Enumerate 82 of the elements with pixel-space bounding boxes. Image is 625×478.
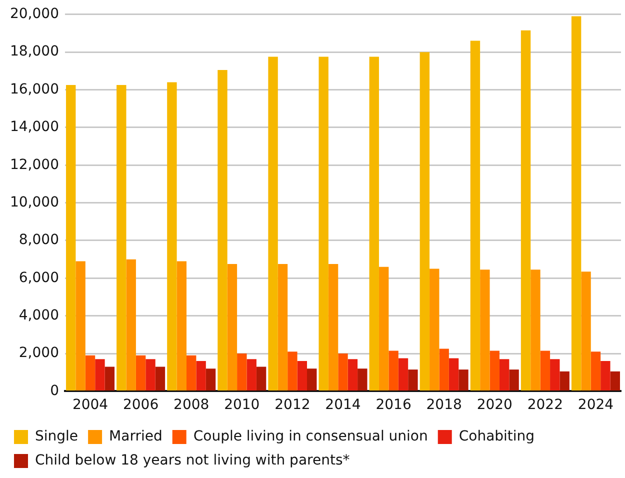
bar [550,359,560,390]
bar [348,359,358,390]
x-tick-label: 2018 [426,397,462,414]
y-tick-label: 6,000 [18,270,59,286]
legend-label: Cohabiting [458,428,535,445]
bar [246,359,256,390]
bar [186,355,196,390]
y-tick-label: 4,000 [18,307,59,324]
x-tick-label: 2008 [174,397,210,414]
legend-label: Married [109,428,162,445]
bar [136,355,146,390]
legend-label: Child below 18 years not living with parents* [35,452,350,469]
bar [398,358,408,390]
bar [560,371,570,390]
legend-label: Single [35,428,78,445]
bar [378,266,389,390]
bar [237,354,247,390]
bar [388,350,398,390]
bar [104,366,115,390]
bar [540,350,550,390]
y-tick-label: 12,000 [10,156,59,173]
bar [126,259,136,390]
bar [358,368,368,390]
bar [571,16,582,390]
bar [458,370,468,390]
bar [85,355,96,390]
bar [268,56,278,390]
bar [95,359,105,390]
bar [509,370,519,390]
bar [470,40,480,390]
bar [196,361,206,390]
x-tick-label: 2022 [527,397,563,414]
bar [369,56,379,390]
bar [297,361,308,390]
bar [116,85,126,390]
y-tick-label: 2,000 [18,345,59,362]
bar [600,361,610,390]
y-tick-label: 20,000 [10,6,59,22]
bar [448,358,459,390]
bar [76,261,86,390]
bar [439,348,449,390]
y-tick-label: 14,000 [10,119,59,136]
bar [307,368,317,390]
bar [530,270,540,390]
bar [218,70,228,390]
x-tick-label: 2024 [578,397,614,414]
bar [520,30,531,390]
y-tick-label: 0 [50,382,59,399]
bar [499,359,510,390]
legend-label: Couple living in consensual union [193,428,428,445]
x-tick-label: 2014 [325,397,361,414]
y-tick-label: 16,000 [10,81,59,98]
bar [338,354,348,390]
bar [167,82,177,390]
x-tick-label: 2004 [72,397,108,414]
x-tick-label: 2010 [224,397,260,414]
bar [430,268,440,390]
bar [318,56,328,390]
x-tick-label: 2016 [376,397,412,414]
bar [227,264,238,390]
x-tick-label: 2012 [274,397,310,414]
bar [288,352,298,390]
bar [581,272,591,390]
x-tick-label: 2020 [476,397,512,414]
bar [146,359,156,390]
bar [480,270,490,390]
bar [610,371,620,390]
bar [155,366,166,390]
y-tick-label: 18,000 [10,44,59,60]
y-tick-label: 8,000 [18,232,59,248]
bar [256,366,266,390]
x-tick-label: 2006 [122,397,159,414]
bar [278,264,288,390]
bar [490,350,500,390]
bar [66,85,76,390]
bar [176,261,186,390]
bar [420,52,430,390]
bar [408,370,418,390]
y-tick-label: 10,000 [10,194,59,210]
bar [206,368,216,390]
bar [590,352,601,390]
bar [328,264,338,390]
